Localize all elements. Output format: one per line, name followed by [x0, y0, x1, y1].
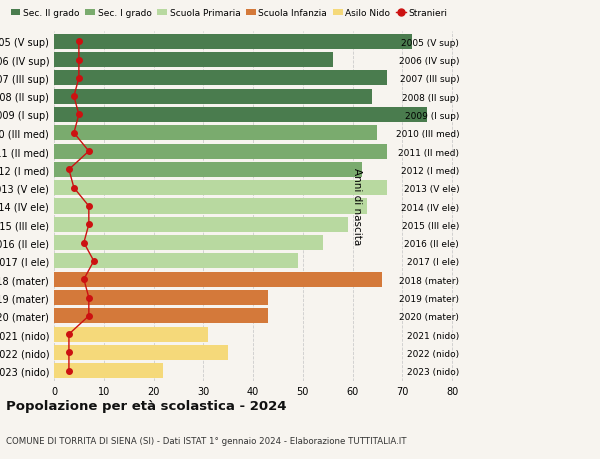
- Bar: [54, 90, 373, 105]
- Bar: [54, 144, 388, 159]
- Bar: [54, 181, 388, 196]
- Y-axis label: Anni di nascita: Anni di nascita: [352, 168, 362, 245]
- Bar: [54, 126, 377, 141]
- Bar: [54, 35, 412, 50]
- Bar: [54, 108, 427, 123]
- Bar: [54, 53, 332, 68]
- Bar: [54, 162, 362, 178]
- Legend: Sec. II grado, Sec. I grado, Scuola Primaria, Scuola Infanzia, Asilo Nido, Stran: Sec. II grado, Sec. I grado, Scuola Prim…: [11, 9, 448, 18]
- Text: Popolazione per età scolastica - 2024: Popolazione per età scolastica - 2024: [6, 399, 287, 412]
- Bar: [54, 199, 367, 214]
- Bar: [54, 71, 388, 86]
- Bar: [54, 364, 163, 378]
- Bar: [54, 345, 228, 360]
- Bar: [54, 254, 298, 269]
- Bar: [54, 327, 208, 342]
- Text: COMUNE DI TORRITA DI SIENA (SI) - Dati ISTAT 1° gennaio 2024 - Elaborazione TUTT: COMUNE DI TORRITA DI SIENA (SI) - Dati I…: [6, 436, 407, 445]
- Bar: [54, 308, 268, 324]
- Bar: [54, 235, 323, 251]
- Bar: [54, 217, 347, 232]
- Bar: [54, 272, 382, 287]
- Bar: [54, 291, 268, 305]
